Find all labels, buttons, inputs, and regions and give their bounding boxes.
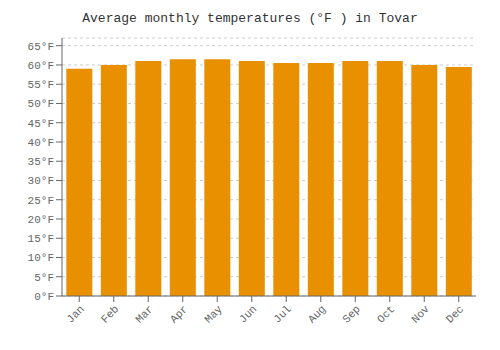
svg-text:25°F: 25°F	[28, 195, 54, 207]
svg-text:50°F: 50°F	[28, 98, 54, 110]
svg-text:40°F: 40°F	[28, 137, 54, 149]
svg-text:Mar: Mar	[133, 303, 155, 325]
svg-text:10°F: 10°F	[28, 252, 54, 264]
svg-text:Nov: Nov	[409, 303, 432, 326]
svg-text:0°F: 0°F	[34, 291, 54, 303]
svg-text:55°F: 55°F	[28, 79, 54, 91]
svg-text:Jan: Jan	[64, 303, 86, 325]
svg-text:Oct: Oct	[375, 303, 397, 325]
svg-text:30°F: 30°F	[28, 175, 54, 187]
svg-text:Jun: Jun	[237, 303, 259, 325]
svg-text:45°F: 45°F	[28, 118, 54, 130]
svg-text:20°F: 20°F	[28, 214, 54, 226]
svg-text:Jul: Jul	[271, 303, 293, 325]
svg-text:Sep: Sep	[340, 303, 362, 325]
svg-text:Aug: Aug	[306, 303, 328, 325]
svg-text:5°F: 5°F	[34, 272, 54, 284]
svg-text:35°F: 35°F	[28, 156, 54, 168]
svg-text:65°F: 65°F	[28, 41, 54, 53]
svg-text:Dec: Dec	[444, 303, 466, 325]
svg-text:May: May	[202, 303, 225, 326]
svg-text:Apr: Apr	[168, 303, 190, 325]
svg-text:Feb: Feb	[99, 303, 121, 325]
svg-text:15°F: 15°F	[28, 233, 54, 245]
svg-text:60°F: 60°F	[28, 60, 54, 72]
html-text:Average monthly temperatures (: Average monthly temperatures (°F ) in To…	[82, 11, 418, 26]
